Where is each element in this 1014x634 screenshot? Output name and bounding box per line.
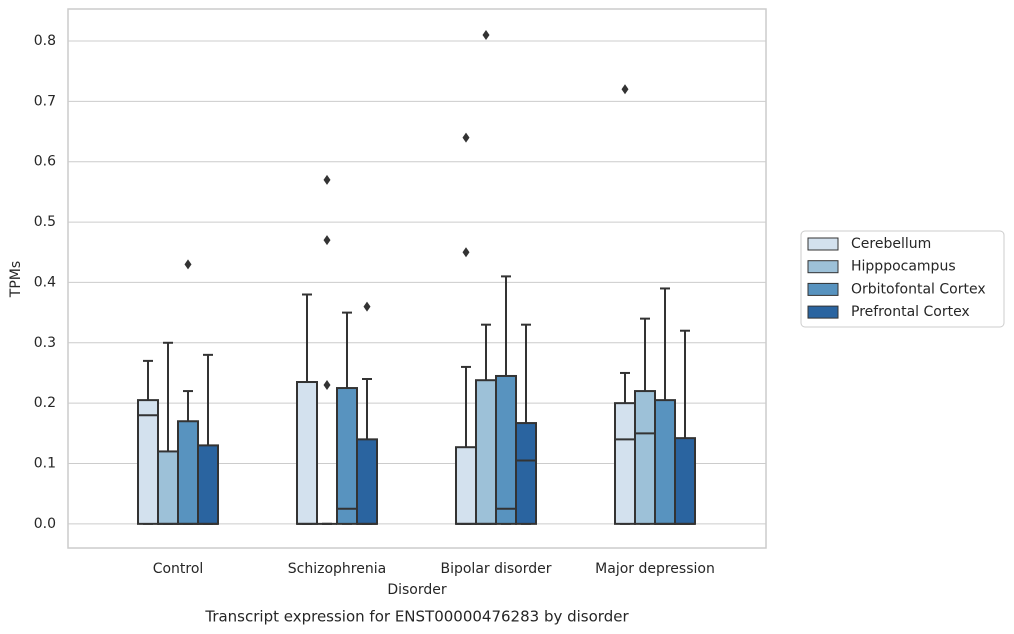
y-tick-label: 0.3 bbox=[34, 335, 56, 351]
legend-swatch bbox=[807, 305, 839, 319]
outlier bbox=[462, 247, 470, 258]
x-axis-label: Disorder bbox=[387, 582, 447, 598]
y-tick-label: 0.4 bbox=[34, 274, 56, 290]
box bbox=[177, 420, 199, 525]
y-tick-label: 0.1 bbox=[34, 455, 56, 471]
outlier bbox=[482, 29, 490, 40]
legend-label: Hipppocampus bbox=[851, 259, 956, 275]
y-tick-label: 0.0 bbox=[34, 516, 56, 532]
box bbox=[475, 379, 497, 525]
x-tick-label: Control bbox=[153, 561, 204, 577]
box bbox=[515, 422, 537, 525]
x-tick-label: Schizophrenia bbox=[288, 561, 386, 577]
box bbox=[455, 446, 477, 525]
outlier bbox=[323, 174, 331, 185]
y-axis-label: TPMs bbox=[8, 261, 24, 298]
legend-label: Cerebellum bbox=[851, 236, 931, 252]
y-tick-label: 0.6 bbox=[34, 154, 56, 170]
plot-frame bbox=[67, 8, 767, 549]
outlier bbox=[462, 132, 470, 143]
x-tick-label: Major depression bbox=[595, 561, 715, 577]
box bbox=[495, 374, 517, 525]
outlier bbox=[323, 235, 331, 246]
box bbox=[197, 444, 219, 525]
legend-swatch bbox=[807, 237, 839, 251]
box bbox=[674, 437, 696, 525]
y-tick-label: 0.5 bbox=[34, 214, 56, 230]
legend-swatch bbox=[807, 282, 839, 296]
chart-title: Transcript expression for ENST0000047628… bbox=[204, 608, 629, 626]
box bbox=[137, 399, 159, 525]
outlier bbox=[621, 84, 629, 95]
box bbox=[614, 402, 636, 525]
legend-label: Prefrontal Cortex bbox=[851, 304, 970, 320]
outlier bbox=[323, 380, 331, 391]
box bbox=[296, 381, 318, 525]
legend-box bbox=[800, 230, 1005, 328]
box bbox=[336, 387, 358, 525]
y-tick-label: 0.8 bbox=[34, 33, 56, 49]
outlier bbox=[363, 301, 371, 312]
box bbox=[654, 399, 676, 525]
legend-swatch bbox=[807, 260, 839, 274]
y-tick-label: 0.2 bbox=[34, 395, 56, 411]
box bbox=[356, 438, 378, 525]
box bbox=[634, 390, 656, 525]
legend-label: Orbitofontal Cortex bbox=[851, 281, 986, 297]
box bbox=[157, 450, 179, 525]
outlier bbox=[184, 259, 192, 270]
y-tick-label: 0.7 bbox=[34, 93, 56, 109]
x-tick-label: Bipolar disorder bbox=[440, 561, 551, 577]
